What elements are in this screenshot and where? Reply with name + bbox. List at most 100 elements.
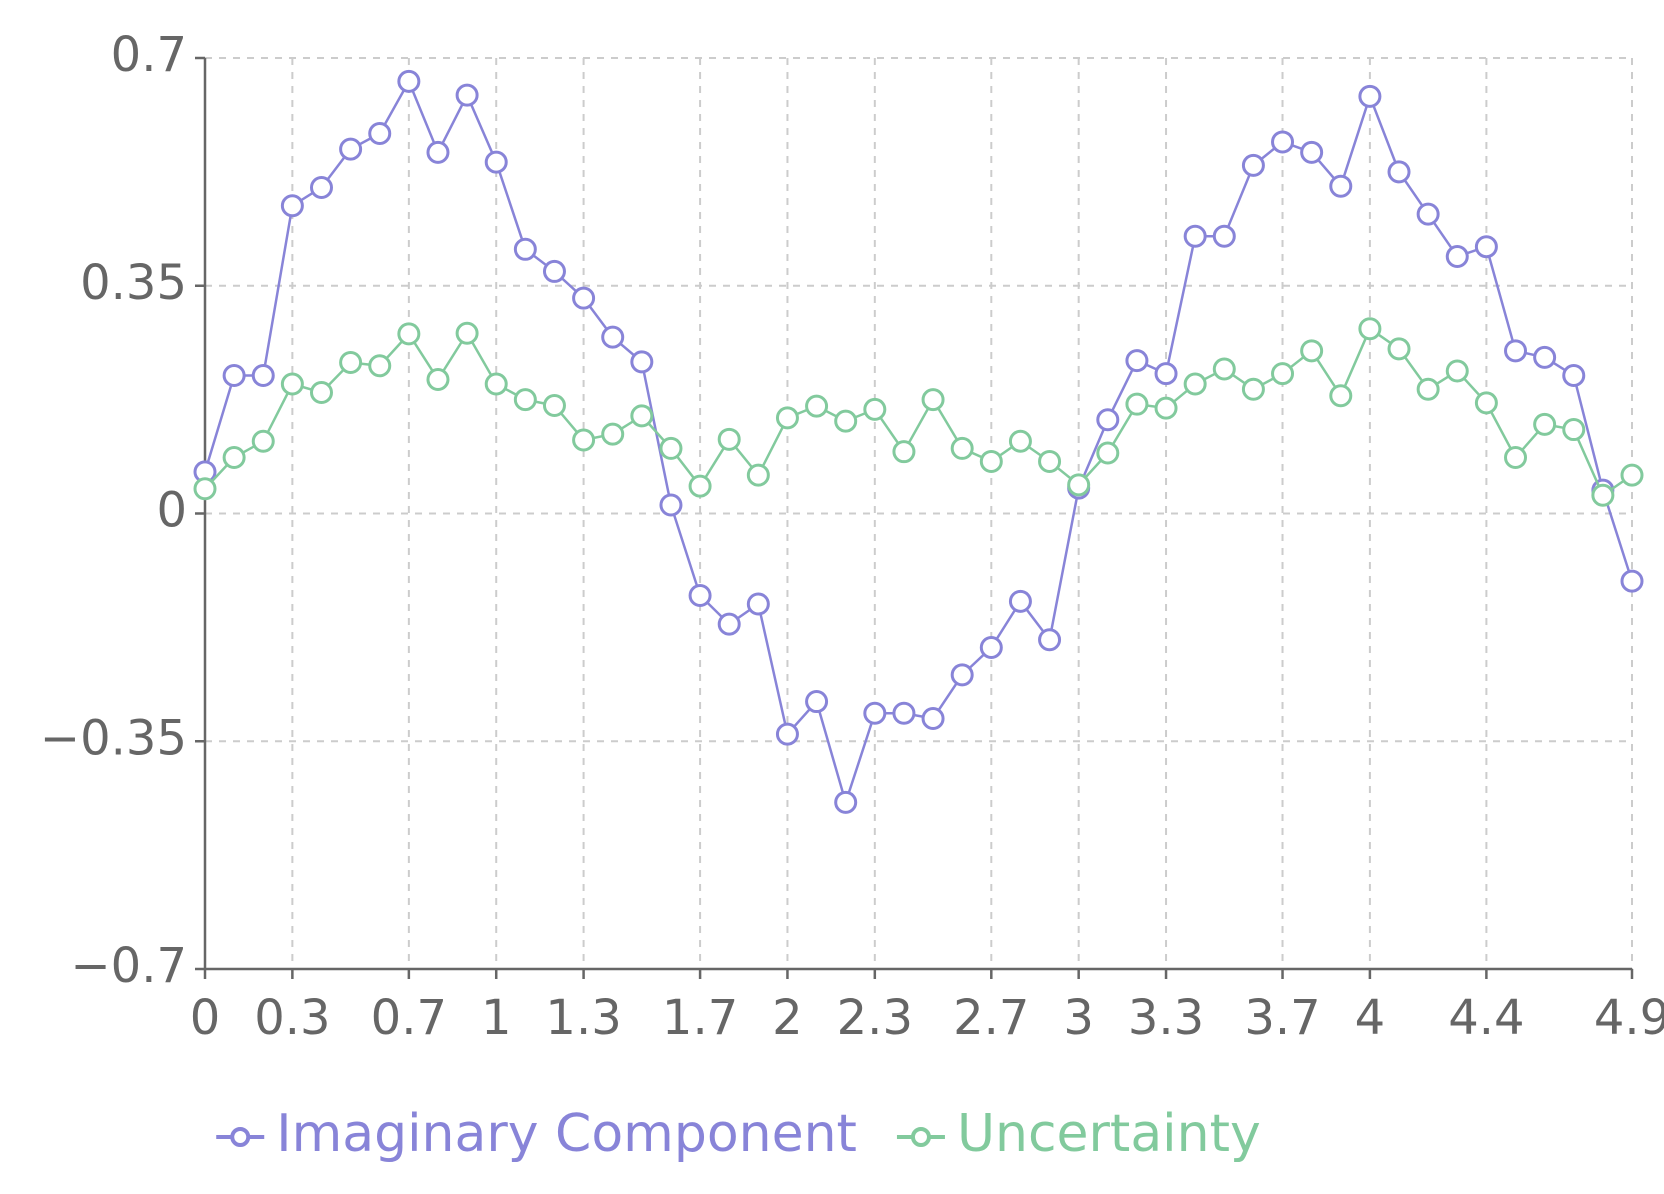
- data-point: [426, 140, 450, 164]
- data-point: [746, 592, 770, 616]
- data-point: [339, 351, 363, 375]
- series-line: [204, 326, 1633, 498]
- data-point: [805, 394, 829, 418]
- data-point: [1125, 392, 1149, 416]
- data-point: [397, 322, 421, 346]
- data-point: [193, 477, 217, 501]
- data-point: [1504, 446, 1528, 470]
- y-tick-label: −0.35: [40, 710, 187, 766]
- data-point: [455, 321, 479, 345]
- data-point: [717, 612, 741, 636]
- legend-label: Imaginary Component: [276, 1104, 857, 1164]
- data-point: [979, 449, 1003, 473]
- data-point: [1329, 174, 1353, 198]
- x-tick-label: 3.3: [1128, 990, 1204, 1046]
- data-point: [688, 583, 712, 607]
- data-point: [1183, 224, 1207, 248]
- data-point: [921, 388, 945, 412]
- data-point: [280, 372, 304, 396]
- data-point: [950, 663, 974, 687]
- x-tick-label: 1: [481, 990, 512, 1046]
- data-point: [892, 701, 916, 725]
- data-point: [834, 409, 858, 433]
- data-point: [1533, 412, 1557, 436]
- data-point: [892, 440, 916, 464]
- data-point: [746, 463, 770, 487]
- data-point: [484, 372, 508, 396]
- x-tick-label: 2.3: [837, 990, 913, 1046]
- data-point: [1096, 441, 1120, 465]
- data-point: [1212, 357, 1236, 381]
- data-point: [863, 701, 887, 725]
- data-point: [805, 690, 829, 714]
- legend-item: Uncertainty: [896, 1104, 1261, 1164]
- data-point: [542, 259, 566, 283]
- data-point: [1067, 473, 1091, 497]
- x-tick-label: 2.7: [953, 990, 1029, 1046]
- data-point: [1329, 384, 1353, 408]
- data-point: [717, 427, 741, 451]
- data-point: [222, 446, 246, 470]
- x-tick-label: 0.7: [371, 990, 447, 1046]
- x-tick-label: 4.9: [1594, 990, 1664, 1046]
- data-point: [1416, 202, 1440, 226]
- legend-label: Uncertainty: [957, 1104, 1261, 1164]
- data-point: [630, 404, 654, 428]
- data-point: [1154, 396, 1178, 420]
- data-point: [1445, 244, 1469, 268]
- data-point: [659, 493, 683, 517]
- data-point: [280, 194, 304, 218]
- y-tick-label: 0: [156, 483, 187, 539]
- data-point: [1008, 589, 1032, 613]
- data-point: [1387, 337, 1411, 361]
- data-point: [1125, 349, 1149, 373]
- data-point: [251, 429, 275, 453]
- data-point: [921, 706, 945, 730]
- data-point: [222, 364, 246, 388]
- data-point: [1591, 483, 1615, 507]
- data-point: [1212, 224, 1236, 248]
- data-point: [1620, 463, 1644, 487]
- data-point: [397, 69, 421, 93]
- data-point: [426, 367, 450, 391]
- data-point: [1562, 364, 1586, 388]
- x-tick-label: 4: [1355, 990, 1386, 1046]
- data-point: [1562, 418, 1586, 442]
- data-point: [513, 388, 537, 412]
- y-tick-label: 0.7: [111, 27, 187, 83]
- x-tick-label: 1.3: [545, 990, 621, 1046]
- x-tick-label: 3: [1063, 990, 1094, 1046]
- data-point: [455, 83, 479, 107]
- data-point: [572, 286, 596, 310]
- legend: Imaginary Component Uncertainty: [216, 1104, 1261, 1164]
- data-point: [309, 175, 333, 199]
- data-point: [1241, 153, 1265, 177]
- data-point: [1154, 362, 1178, 386]
- data-point: [1416, 377, 1440, 401]
- data-point: [339, 137, 363, 161]
- y-tick-label: −0.7: [70, 938, 187, 994]
- data-point: [1358, 317, 1382, 341]
- data-point: [1271, 130, 1295, 154]
- data-point: [1183, 372, 1207, 396]
- data-point: [601, 325, 625, 349]
- data-point: [834, 790, 858, 814]
- data-point: [368, 121, 392, 145]
- data-point: [1504, 339, 1528, 363]
- data-point: [368, 354, 392, 378]
- data-point: [1038, 628, 1062, 652]
- x-tick-label: 4.4: [1448, 990, 1524, 1046]
- data-point: [513, 237, 537, 261]
- legend-item: Imaginary Component: [216, 1104, 857, 1164]
- data-point: [979, 636, 1003, 660]
- data-point: [1271, 362, 1295, 386]
- data-point: [1300, 140, 1324, 164]
- data-point: [1533, 345, 1557, 369]
- data-point: [1620, 569, 1644, 593]
- x-tick-label: 2: [772, 990, 803, 1046]
- legend-icon-circle: [910, 1127, 931, 1147]
- data-point: [251, 364, 275, 388]
- data-point: [484, 150, 508, 174]
- data-point: [630, 350, 654, 374]
